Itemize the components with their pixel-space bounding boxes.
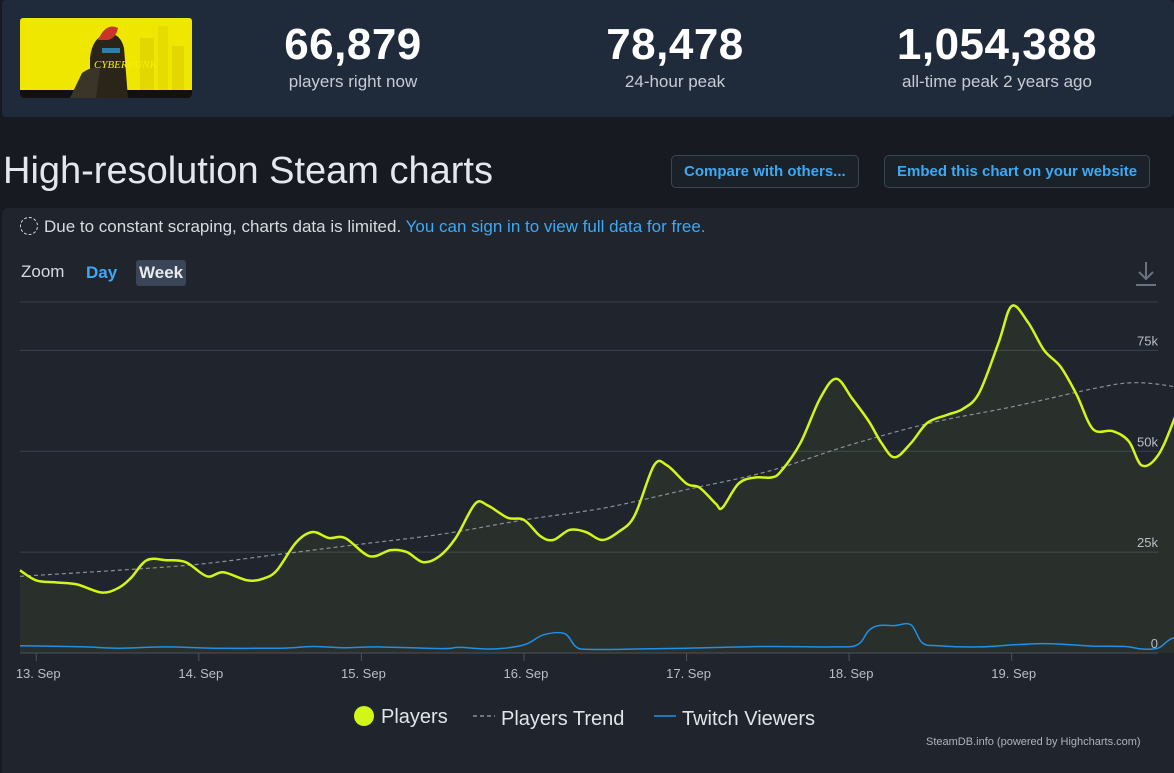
x-tick-label: 15. Sep (341, 666, 386, 681)
x-tick-label: 19. Sep (991, 666, 1036, 681)
twitch-viewers-line (19, 622, 1174, 651)
current-players-stat: 66,879 players right now (253, 20, 453, 92)
chart-credits[interactable]: SteamDB.info (powered by Highcharts.com) (926, 736, 1141, 748)
legend-twitch-label: Twitch Viewers (682, 708, 816, 730)
embed-chart-button[interactable]: Embed this chart on your website (884, 155, 1151, 188)
page-title: High-resolution Steam charts (3, 150, 493, 192)
compare-button[interactable]: Compare with others... (671, 155, 859, 188)
y-tick-label: 25k (1137, 535, 1158, 550)
chart-series (19, 304, 1174, 653)
peak-24h-value: 78,478 (606, 20, 744, 69)
zoom-week-button[interactable]: Week (136, 260, 187, 286)
zoom-day-button[interactable]: Day (86, 263, 118, 282)
all-time-peak-value: 1,054,388 (896, 20, 1098, 69)
x-tick-label: 13. Sep (16, 666, 61, 681)
legend-trend-label: Players Trend (501, 708, 625, 730)
current-players-value: 66,879 (284, 20, 422, 69)
zoom-label: Zoom (21, 262, 65, 281)
sign-in-link[interactable]: You can sign in to view full data for fr… (405, 217, 706, 236)
all-time-peak-label: all-time peak 2 years ago (902, 72, 1092, 91)
legend-players[interactable]: Players (353, 705, 448, 729)
y-tick-label: 0 (1151, 636, 1158, 651)
cover-logo-text: CYBERPUNK (94, 59, 158, 71)
x-tick-label: 18. Sep (829, 666, 874, 681)
peak-24h-label: 24-hour peak (624, 72, 726, 91)
dashed-circle-icon (20, 217, 38, 235)
players-trend-line (19, 382, 1174, 577)
legend-players-trend[interactable]: Players Trend (473, 705, 624, 731)
x-tick-label: 14. Sep (178, 666, 223, 681)
notice-text: Due to constant scraping, charts data is… (44, 217, 402, 236)
x-tick-label: 17. Sep (666, 666, 711, 681)
chart-grid (20, 349, 1158, 553)
legend-players-label: Players (381, 706, 448, 728)
chart-axes: 0 25k 50k 75k 13. Sep 14. Sep 15. Sep 16. Sep 17… (16, 333, 1159, 681)
all-time-peak-stat: 1,054,388 all-time peak 2 years ago (867, 20, 1127, 92)
y-tick-label: 75k (1137, 333, 1158, 348)
game-cover-image[interactable]: CYBERPUNK (20, 18, 192, 98)
x-tick-label: 16. Sep (504, 666, 549, 681)
download-icon[interactable] (1134, 260, 1158, 288)
legend-twitch-marker (654, 715, 676, 717)
data-limit-notice: Due to constant scraping, charts data is… (20, 217, 706, 237)
peak-24h-stat: 78,478 24-hour peak (575, 20, 775, 92)
current-players-label: players right now (288, 72, 418, 91)
players-line (19, 304, 1174, 594)
stats-bar (2, 0, 1174, 117)
legend-trend-marker (473, 715, 495, 717)
y-tick-label: 50k (1137, 434, 1158, 449)
legend-players-marker (354, 706, 374, 726)
legend-twitch-viewers[interactable]: Twitch Viewers (654, 705, 815, 731)
players-area (20, 305, 1174, 653)
